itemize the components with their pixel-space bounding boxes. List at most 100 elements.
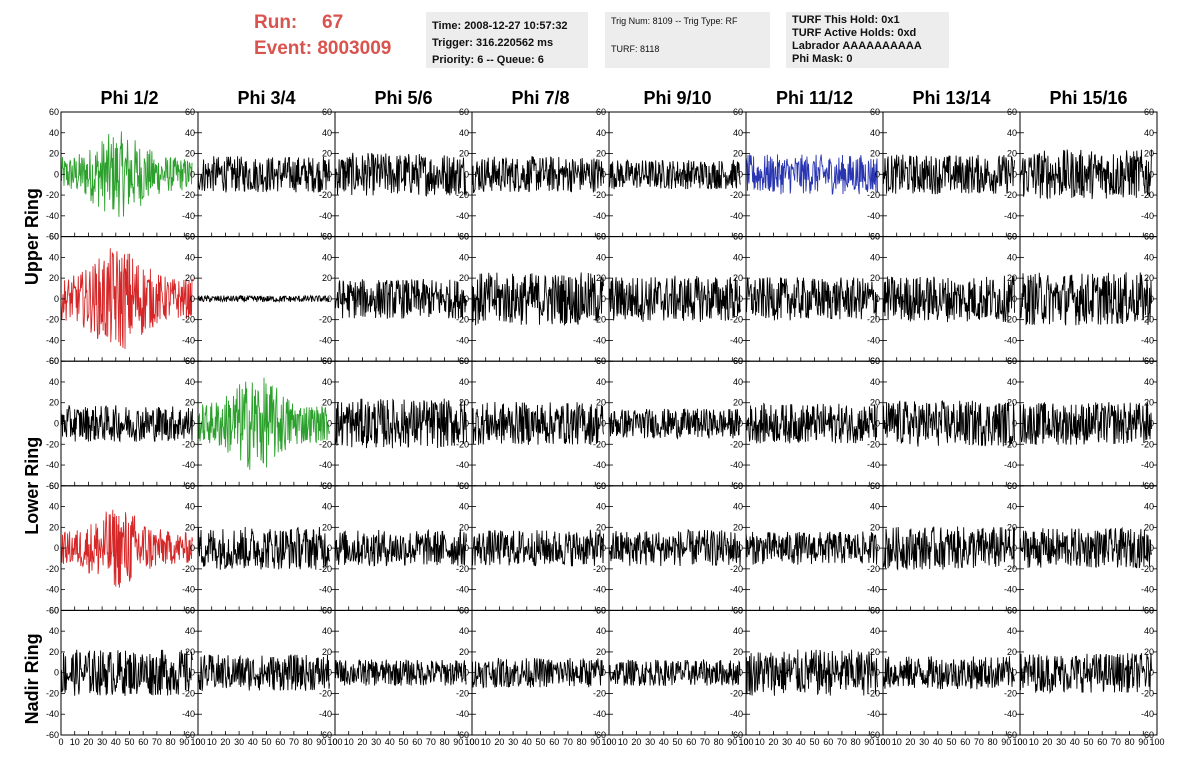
waveform-trace (60, 509, 193, 588)
y-tick-label: -20 (1141, 564, 1154, 574)
x-tick-label: 40 (111, 737, 121, 747)
y-tick-label: 40 (1144, 128, 1154, 138)
y-tick-label: 60 (185, 232, 195, 242)
y-tick-label: 20 (596, 522, 606, 532)
x-tick-label: 70 (974, 737, 984, 747)
x-tick-label: 40 (248, 737, 258, 747)
waveform-trace (334, 659, 467, 686)
y-tick-label: -60 (319, 730, 332, 740)
y-tick-label: -20 (593, 315, 606, 325)
y-tick-label: 60 (596, 232, 606, 242)
x-tick-label: 90 (1001, 737, 1011, 747)
y-tick-label: 20 (322, 647, 332, 657)
y-tick-label: 60 (870, 356, 880, 366)
y-tick-label: 40 (733, 252, 743, 262)
y-tick-label: -60 (593, 730, 606, 740)
waveform-trace (197, 526, 330, 570)
y-tick-label: 0 (875, 543, 880, 553)
y-tick-label: -20 (730, 315, 743, 325)
y-tick-label: 20 (1007, 647, 1017, 657)
x-tick-label: 50 (672, 737, 682, 747)
x-tick-label: 60 (960, 737, 970, 747)
turf-number-line: TURF: 8118 (611, 44, 660, 54)
x-tick-label: 40 (1070, 737, 1080, 747)
x-tick-label: 50 (124, 737, 134, 747)
x-tick-label: 60 (412, 737, 422, 747)
x-tick-label: 0 (1017, 737, 1022, 747)
x-tick-label: 10 (892, 737, 902, 747)
x-tick-label: 100 (601, 737, 616, 747)
y-tick-label: 20 (185, 273, 195, 283)
waveform-trace (334, 398, 467, 449)
y-tick-label: 0 (190, 169, 195, 179)
waveform-trace (197, 156, 330, 193)
phi-mask-line: Phi Mask: 0 (792, 53, 853, 65)
y-tick-label: -20 (456, 190, 469, 200)
y-tick-label: 0 (1012, 294, 1017, 304)
y-tick-label: 40 (733, 502, 743, 512)
y-tick-label: 60 (1007, 356, 1017, 366)
y-tick-label: -40 (182, 335, 195, 345)
y-tick-label: -40 (1004, 460, 1017, 470)
x-tick-label: 60 (1097, 737, 1107, 747)
y-tick-label: -20 (593, 688, 606, 698)
y-tick-label: 20 (322, 398, 332, 408)
y-tick-label: 40 (322, 377, 332, 387)
y-tick-label: 20 (870, 149, 880, 159)
y-tick-label: 20 (1007, 273, 1017, 283)
y-tick-label: 60 (459, 356, 469, 366)
y-tick-label: -40 (182, 460, 195, 470)
y-tick-label: -20 (730, 688, 743, 698)
x-tick-label: 30 (234, 737, 244, 747)
x-tick-label: 60 (138, 737, 148, 747)
x-tick-label: 50 (261, 737, 271, 747)
event-number: 8003009 (317, 38, 392, 59)
x-tick-label: 40 (522, 737, 532, 747)
x-tick-label: 80 (440, 737, 450, 747)
x-tick-label: 30 (1056, 737, 1066, 747)
y-tick-label: 40 (596, 626, 606, 636)
y-tick-label: -20 (1141, 439, 1154, 449)
y-tick-label: -20 (319, 688, 332, 698)
y-tick-label: 60 (185, 605, 195, 615)
y-tick-label: 0 (54, 294, 59, 304)
y-tick-label: 60 (596, 481, 606, 491)
waveform-trace (471, 657, 604, 689)
y-tick-label: -20 (456, 439, 469, 449)
y-tick-label: 40 (870, 252, 880, 262)
waveform-trace (471, 401, 604, 445)
y-tick-label: 0 (875, 169, 880, 179)
column-header: Phi 15/16 (1049, 88, 1127, 108)
y-tick-label: 40 (870, 377, 880, 387)
y-tick-label: 0 (738, 169, 743, 179)
waveform-trace (197, 654, 330, 691)
x-tick-label: 50 (1083, 737, 1093, 747)
y-tick-label: 40 (1144, 502, 1154, 512)
trigger-line: Trigger: 316.220562 ms (432, 37, 554, 49)
x-tick-label: 30 (645, 737, 655, 747)
y-tick-label: 60 (322, 356, 332, 366)
y-tick-label: 0 (464, 294, 469, 304)
event-line: Event: 8003009 (254, 36, 391, 62)
x-tick-label: 0 (195, 737, 200, 747)
y-tick-label: -40 (867, 585, 880, 595)
y-tick-label: -20 (182, 315, 195, 325)
x-tick-label: 10 (755, 737, 765, 747)
x-tick-label: 100 (190, 737, 205, 747)
y-tick-label: 60 (1007, 481, 1017, 491)
y-tick-label: -20 (1004, 564, 1017, 574)
y-tick-label: -20 (456, 564, 469, 574)
y-tick-label: -40 (1141, 709, 1154, 719)
y-tick-label: -20 (1004, 315, 1017, 325)
y-tick-label: 40 (596, 252, 606, 262)
x-tick-label: 10 (207, 737, 217, 747)
y-tick-label: -20 (182, 564, 195, 574)
y-tick-label: 20 (459, 647, 469, 657)
